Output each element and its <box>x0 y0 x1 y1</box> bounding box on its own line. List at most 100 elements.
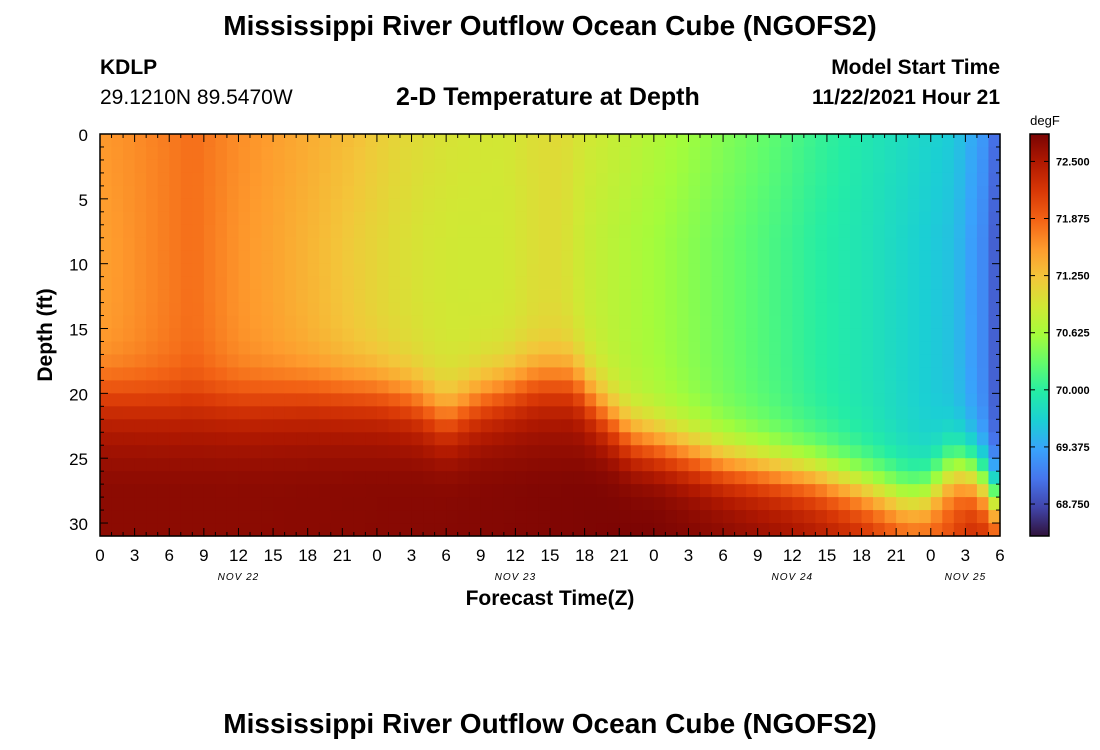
heatmap-cell <box>815 406 828 420</box>
heatmap-cell <box>942 523 955 537</box>
heatmap-cell <box>757 445 770 459</box>
heatmap-cell <box>884 237 897 252</box>
heatmap-cell <box>538 341 551 356</box>
heatmap-cell <box>192 341 205 356</box>
heatmap-cell <box>180 198 193 213</box>
heatmap-cell <box>250 393 263 407</box>
heatmap-cell <box>388 302 401 317</box>
heatmap-cell <box>203 159 216 174</box>
heatmap-cell <box>826 523 840 537</box>
heatmap-cell <box>550 341 563 356</box>
heatmap-cell <box>619 380 632 394</box>
heatmap-cell <box>734 406 747 420</box>
heatmap-cell <box>573 250 586 265</box>
heatmap-cell <box>469 263 482 278</box>
heatmap-cell <box>619 471 632 485</box>
heatmap-cell <box>965 328 978 343</box>
heatmap-cell <box>803 354 816 369</box>
heatmap-cell <box>976 406 990 420</box>
heatmap-cell <box>180 497 193 511</box>
heatmap-cell <box>907 380 920 394</box>
heatmap-cell <box>307 419 320 433</box>
heatmap-cell <box>792 250 805 265</box>
heatmap-cell <box>884 250 897 265</box>
heatmap-cell <box>861 134 874 148</box>
heatmap-cell <box>353 510 366 524</box>
heatmap-cell <box>146 432 159 446</box>
heatmap-cell <box>330 341 343 356</box>
heatmap-cell <box>134 134 147 148</box>
heatmap-cell <box>700 458 713 472</box>
heatmap-cell <box>365 302 378 317</box>
model-start-value: 11/22/2021 Hour 21 <box>812 86 1000 109</box>
heatmap-cell <box>434 146 447 161</box>
heatmap-cell <box>146 341 159 356</box>
heatmap-cell <box>250 159 263 174</box>
heatmap-cell <box>526 445 540 459</box>
heatmap-cell <box>180 419 193 433</box>
heatmap-cell <box>792 341 805 356</box>
heatmap-cell <box>446 315 459 330</box>
heatmap-cell <box>653 328 666 343</box>
heatmap-cell <box>319 523 332 537</box>
x-tick-label: 9 <box>476 546 485 565</box>
heatmap-cell <box>676 198 690 213</box>
heatmap-cell <box>561 328 574 343</box>
heatmap-cell <box>192 445 205 459</box>
heatmap-cell <box>215 263 228 278</box>
heatmap-cell <box>238 302 251 317</box>
heatmap-cell <box>296 198 309 213</box>
heatmap-cell <box>700 289 713 304</box>
heatmap-cell <box>146 263 159 278</box>
heatmap-cell <box>400 380 413 394</box>
heatmap-cell <box>757 406 770 420</box>
heatmap-cell <box>711 523 724 537</box>
heatmap-cell <box>330 172 343 187</box>
heatmap-cell <box>400 445 413 459</box>
heatmap-cell <box>446 276 459 291</box>
heatmap-cell <box>942 315 955 330</box>
heatmap-cell <box>642 380 655 394</box>
heatmap-cell <box>746 393 759 407</box>
heatmap-cell <box>769 302 782 317</box>
heatmap-cell <box>296 250 309 265</box>
heatmap-cell <box>480 276 493 291</box>
heatmap-cell <box>630 445 643 459</box>
heatmap-cell <box>157 276 170 291</box>
heatmap-cell <box>111 315 124 330</box>
heatmap-cell <box>619 185 632 200</box>
heatmap-cell <box>423 341 436 356</box>
heatmap-cell <box>676 224 690 239</box>
heatmap-cell <box>342 419 355 433</box>
heatmap-cell <box>561 289 574 304</box>
heatmap-cell <box>907 367 920 381</box>
heatmap-cell <box>630 224 643 239</box>
heatmap-cell <box>238 237 251 252</box>
heatmap-cell <box>700 328 713 343</box>
heatmap-cell <box>157 159 170 174</box>
heatmap-cell <box>192 367 205 381</box>
heatmap-cell <box>919 419 932 433</box>
heatmap-cell <box>723 484 736 498</box>
heatmap-cell <box>215 250 228 265</box>
heatmap-cell <box>573 289 586 304</box>
heatmap-cell <box>826 380 840 394</box>
heatmap-cell <box>723 419 736 433</box>
heatmap-cell <box>250 484 263 498</box>
heatmap-cell <box>526 250 540 265</box>
heatmap-cell <box>584 211 597 226</box>
heatmap-cell <box>653 134 666 148</box>
heatmap-cell <box>803 458 816 472</box>
heatmap-cell <box>688 484 701 498</box>
heatmap-cell <box>619 250 632 265</box>
heatmap-cell <box>873 276 886 291</box>
heatmap-cell <box>123 380 136 394</box>
heatmap-cell <box>365 484 378 498</box>
heatmap-cell <box>561 367 574 381</box>
heatmap-cell <box>850 185 863 200</box>
heatmap-cell <box>342 185 355 200</box>
heatmap-cell <box>123 458 136 472</box>
heatmap-cell <box>965 510 978 524</box>
heatmap-cell <box>642 211 655 226</box>
heatmap-cell <box>676 458 690 472</box>
